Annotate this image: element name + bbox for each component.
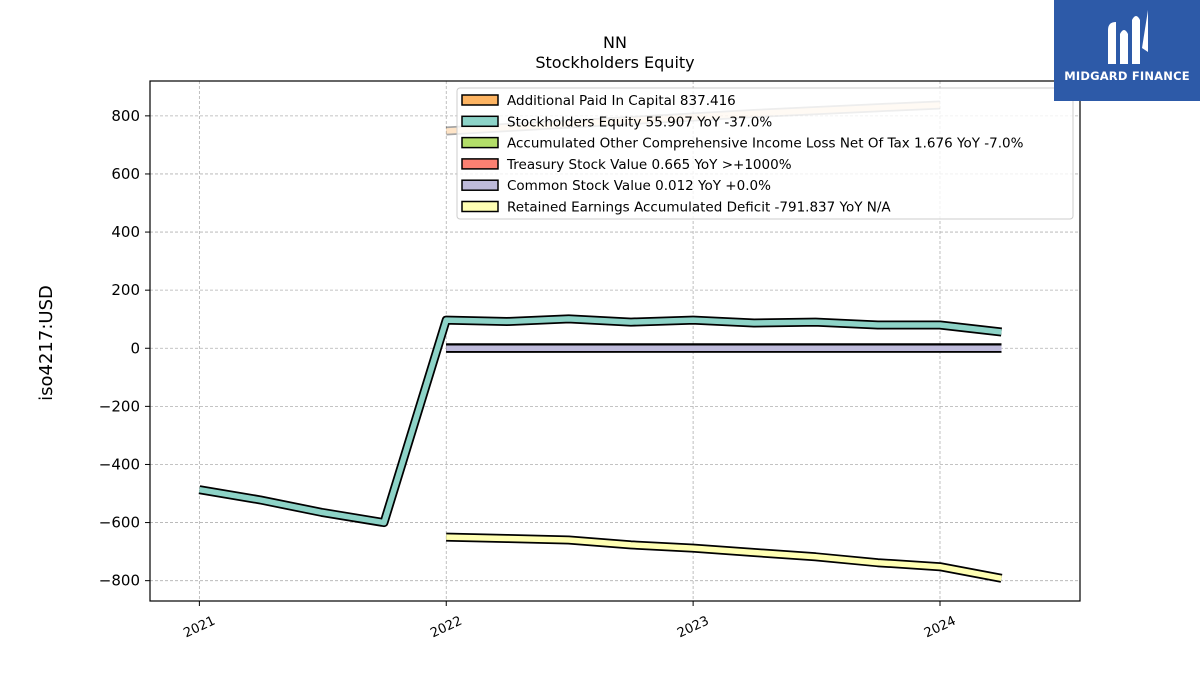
legend-swatch	[461, 179, 499, 191]
series-retained-earnings-accumulated-deficit	[446, 532, 1003, 583]
y-tick-label: 200	[111, 281, 140, 299]
x-tick-label: 2023	[675, 614, 711, 642]
y-tick-label: 400	[111, 223, 140, 241]
legend-box	[456, 87, 1074, 220]
series-line	[198, 316, 1002, 526]
legend-swatch	[461, 115, 499, 128]
legend-entry: Retained Earnings Accumulated Deficit -7…	[507, 200, 891, 216]
series-line-outline	[446, 532, 1003, 583]
legend: Additional Paid In Capital 837.416 Stockh…	[456, 87, 1074, 220]
legend-entry: Common Stock Value 0.012 YoY +0.0%	[507, 178, 771, 194]
x-tick-label: 2022	[428, 614, 464, 642]
y-tick-label: −200	[99, 397, 140, 415]
midgard-logo-icon	[1108, 10, 1148, 64]
y-tick-label: 800	[111, 107, 140, 125]
legend-swatch	[461, 94, 499, 106]
y-tick-label: −400	[99, 455, 140, 473]
y-axis-label: iso4217:USD	[36, 285, 57, 401]
x-tick-label: 2024	[922, 614, 958, 642]
plot-frame	[149, 80, 1081, 602]
y-tick-label: 0	[130, 339, 140, 357]
chart-title: NN	[603, 33, 627, 52]
y-tick-label: 600	[111, 165, 140, 183]
legend-entry: Stockholders Equity 55.907 YoY -37.0%	[507, 114, 772, 130]
series-line	[446, 534, 1003, 582]
series-stockholders-equity	[198, 314, 1003, 528]
legend-swatch	[461, 158, 499, 170]
chart-subtitle: Stockholders Equity	[535, 53, 694, 72]
logo-text: MIDGARD FINANCE	[1064, 69, 1190, 83]
midgard-finance-logo: MIDGARD FINANCE	[1054, 0, 1200, 101]
legend-swatch	[461, 136, 499, 149]
legend-entry: Additional Paid In Capital 837.416	[507, 93, 736, 109]
y-tick-label: −800	[99, 572, 140, 590]
legend-entry: Treasury Stock Value 0.665 YoY >+1000%	[506, 157, 792, 173]
y-tick-label: −600	[99, 514, 140, 532]
legend-entry: Accumulated Other Comprehensive Income L…	[507, 136, 1024, 152]
legend-swatch	[461, 200, 499, 213]
x-tick-label: 2021	[181, 614, 217, 642]
